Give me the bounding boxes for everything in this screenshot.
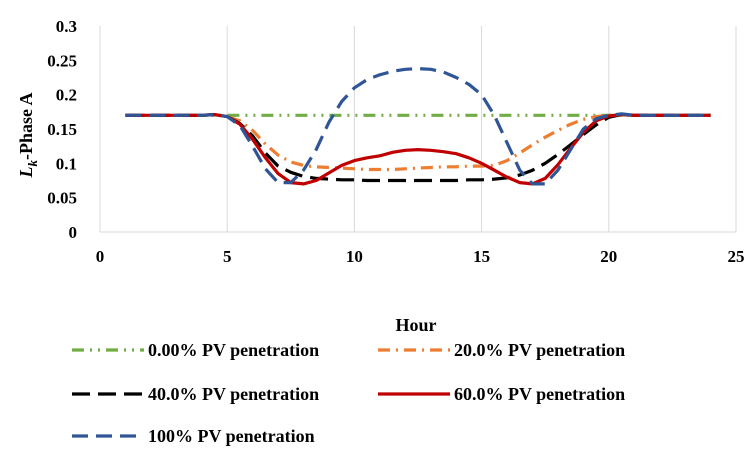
x-tick-label-0: 0 <box>96 247 105 266</box>
x-tick-label-1: 5 <box>223 247 232 266</box>
y-tick-label-3: 0.15 <box>47 120 77 139</box>
y-tick-label-2: 0.1 <box>56 154 77 173</box>
x-axis: 0 5 10 15 20 25 <box>96 247 745 266</box>
x-tick-label-2: 10 <box>346 247 363 266</box>
x-axis-title: Hour <box>395 315 436 335</box>
series-line-3 <box>125 113 711 186</box>
series-layer <box>125 67 711 186</box>
gridlines <box>99 26 737 233</box>
legend-label-4: 100% PV penetration <box>148 426 315 446</box>
y-tick-label-1: 0.05 <box>47 189 77 208</box>
legend-label-0: 0.00% PV penetration <box>148 340 319 360</box>
series-line-4 <box>125 67 711 186</box>
y-axis-title-rest: -Phase A <box>16 92 36 160</box>
legend-label-1: 20.0% PV penetration <box>454 340 625 360</box>
legend: 0.00% PV penetration 20.0% PV penetration… <box>72 340 625 446</box>
y-axis-title-sub: k <box>25 160 40 167</box>
y-tick-label-0: 0 <box>69 223 78 242</box>
y-tick-label-4: 0.2 <box>56 86 77 105</box>
y-tick-label-5: 0.25 <box>47 51 77 70</box>
legend-label-3: 60.0% PV penetration <box>454 384 625 404</box>
y-axis-title: Lk-Phase A <box>16 92 40 178</box>
y-axis: 0 0.05 0.1 0.15 0.2 0.25 0.3 <box>47 17 77 242</box>
series-line-1 <box>125 113 711 172</box>
x-tick-label-3: 15 <box>473 247 490 266</box>
y-axis-title-main: L <box>16 167 36 179</box>
x-tick-label-5: 25 <box>728 247 745 266</box>
series-line-2 <box>125 113 711 183</box>
y-tick-label-6: 0.3 <box>56 17 77 36</box>
legend-label-2: 40.0% PV penetration <box>148 384 319 404</box>
x-tick-label-4: 20 <box>600 247 617 266</box>
